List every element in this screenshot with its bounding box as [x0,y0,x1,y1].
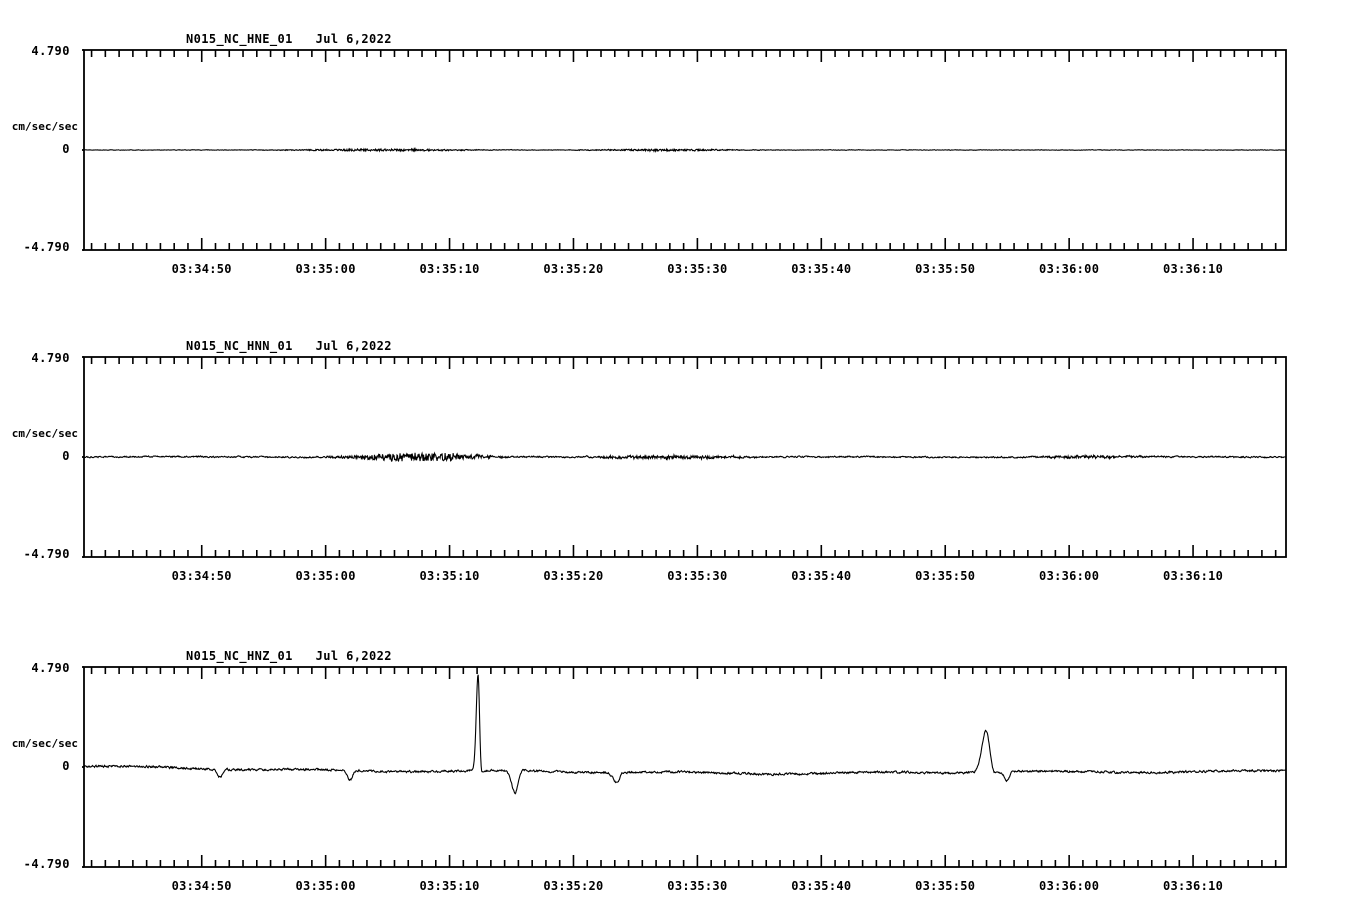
x-tick-label: 03:35:50 [915,569,976,583]
x-tick-label: 03:34:50 [171,569,232,583]
x-tick-label: 03:35:00 [295,879,356,893]
date-label: Jul 6,2022 [315,32,392,46]
x-tick-label: 03:35:10 [419,569,480,583]
x-tick-label: 03:36:10 [1162,569,1224,583]
x-tick-label: 03:34:50 [171,262,232,276]
waveform-trace-hnn [83,451,1287,463]
x-tick-label: 03:35:30 [667,569,728,583]
x-tick-label: 03:35:30 [667,262,728,276]
y-axis-unit-label: cm/sec/sec [11,737,78,750]
x-tick-label: 03:35:10 [419,262,480,276]
y-tick-label: 4.790 [31,661,70,675]
y-axis-unit-label: cm/sec/sec [11,120,78,133]
y-tick-label: -4.790 [23,240,70,254]
waveform-trace-hnz [83,674,1287,795]
x-tick-label: 03:36:00 [1039,879,1100,893]
x-tick-label: 03:35:20 [543,879,604,893]
x-tick-label: 03:36:00 [1039,569,1100,583]
x-tick-label: 03:35:50 [915,879,976,893]
plot-frame [83,666,1287,868]
y-tick-label: 4.790 [31,351,70,365]
y-tick-label: -4.790 [23,857,70,871]
y-tick-label: 0 [62,142,70,156]
y-axis-unit-label: cm/sec/sec [11,427,78,440]
y-tick-label: 0 [62,759,70,773]
panel-title: N015_NC_HNE_01 Jul 6,2022 [186,32,392,46]
title-spacer [293,649,316,663]
plot-area [82,49,1287,251]
x-tick-label: 03:36:10 [1162,262,1224,276]
station-channel-label: N015_NC_HNN_01 [186,339,293,353]
x-tick-label: 03:35:00 [295,262,356,276]
date-label: Jul 6,2022 [315,339,392,353]
x-tick-label: 03:34:50 [171,879,232,893]
station-channel-label: N015_NC_HNE_01 [186,32,293,46]
y-tick-label: 0 [62,449,70,463]
x-tick-label: 03:36:10 [1162,879,1224,893]
x-tick-label: 03:35:20 [543,262,604,276]
x-tick-label: 03:35:40 [791,879,852,893]
y-tick-label: 4.790 [31,44,70,58]
date-label: Jul 6,2022 [315,649,392,663]
x-tick-label: 03:35:30 [667,879,728,893]
x-tick-label: 03:35:10 [419,879,480,893]
y-tick-label: -4.790 [23,547,70,561]
plot-area [82,666,1287,868]
x-tick-label: 03:36:00 [1039,262,1100,276]
x-tick-label: 03:35:00 [295,569,356,583]
x-tick-label: 03:35:40 [791,262,852,276]
panel-title: N015_NC_HNN_01 Jul 6,2022 [186,339,392,353]
title-spacer [293,32,316,46]
plot-area [82,356,1287,558]
station-channel-label: N015_NC_HNZ_01 [186,649,293,663]
title-spacer [293,339,316,353]
panel-title: N015_NC_HNZ_01 Jul 6,2022 [186,649,392,663]
x-tick-label: 03:35:40 [791,569,852,583]
x-tick-label: 03:35:20 [543,569,604,583]
x-tick-label: 03:35:50 [915,262,976,276]
waveform-trace-hne [83,146,1287,153]
